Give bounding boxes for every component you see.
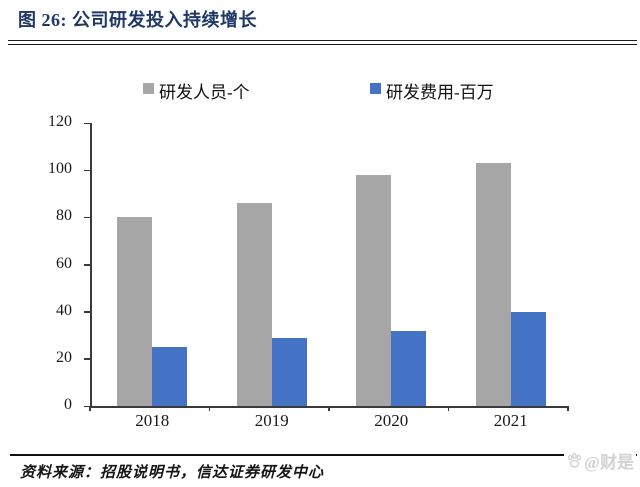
bar-rd-expense-2018	[152, 347, 188, 406]
y-axis-tick	[84, 264, 90, 266]
title-divider-double-rule	[8, 40, 637, 45]
bar-rd-staff-2020	[356, 174, 392, 406]
y-axis-tick	[84, 311, 90, 313]
x-axis-tick	[567, 406, 569, 411]
x-axis-tick	[447, 406, 450, 411]
y-axis-tick-label: 60	[56, 254, 72, 272]
y-axis-tick	[84, 169, 90, 172]
y-axis-line	[90, 123, 92, 407]
watermark: @财是	[564, 448, 636, 473]
x-axis-tick	[89, 406, 91, 411]
y-axis-tick-label: 20	[56, 348, 72, 366]
y-axis-tick-label: 40	[56, 301, 72, 319]
y-axis-tick	[84, 358, 90, 360]
y-axis-tick-label: 80	[56, 207, 72, 225]
y-axis-tick-label: 120	[48, 113, 72, 130]
source-note: 资料来源：招股说明书，信达证券研发中心	[20, 465, 325, 481]
legend-item-rd-expense: 研发费用-百万	[370, 78, 494, 103]
y-axis-tick-label: 100	[48, 160, 72, 178]
footer-divider-rule	[10, 454, 637, 456]
y-axis-tick	[84, 122, 90, 124]
watermark-text: @财是	[584, 453, 634, 472]
bar-rd-staff-2021	[475, 163, 511, 406]
bar-rd-expense-2021	[510, 311, 546, 406]
legend-label-rd-expense: 研发费用-百万	[386, 83, 494, 102]
bar-rd-staff-2018	[117, 217, 153, 406]
y-axis-tick	[84, 216, 90, 219]
x-axis-category-label: 2019	[254, 411, 289, 430]
legend-swatch-blue	[370, 83, 381, 94]
y-axis-tick-label: 0	[64, 396, 72, 413]
legend-item-rd-staff: 研发人员-个	[143, 78, 250, 103]
y-axis-tick	[84, 405, 90, 407]
bar-rd-staff-2019	[236, 203, 272, 406]
x-axis-tick	[208, 406, 211, 411]
x-axis-category-label: 2020	[374, 411, 409, 430]
x-axis-category-label: 2018	[135, 411, 170, 430]
figure-title: 图 26: 公司研发投入持续增长	[18, 10, 257, 30]
legend-swatch-gray	[143, 83, 154, 94]
bar-rd-expense-2020	[391, 330, 427, 406]
legend-label-rd-staff: 研发人员-个	[159, 83, 250, 102]
x-axis-tick	[328, 406, 330, 411]
x-axis-category-label: 2021	[493, 411, 528, 430]
baijiahao-paw-icon	[568, 452, 582, 468]
bar-rd-expense-2019	[271, 337, 307, 406]
